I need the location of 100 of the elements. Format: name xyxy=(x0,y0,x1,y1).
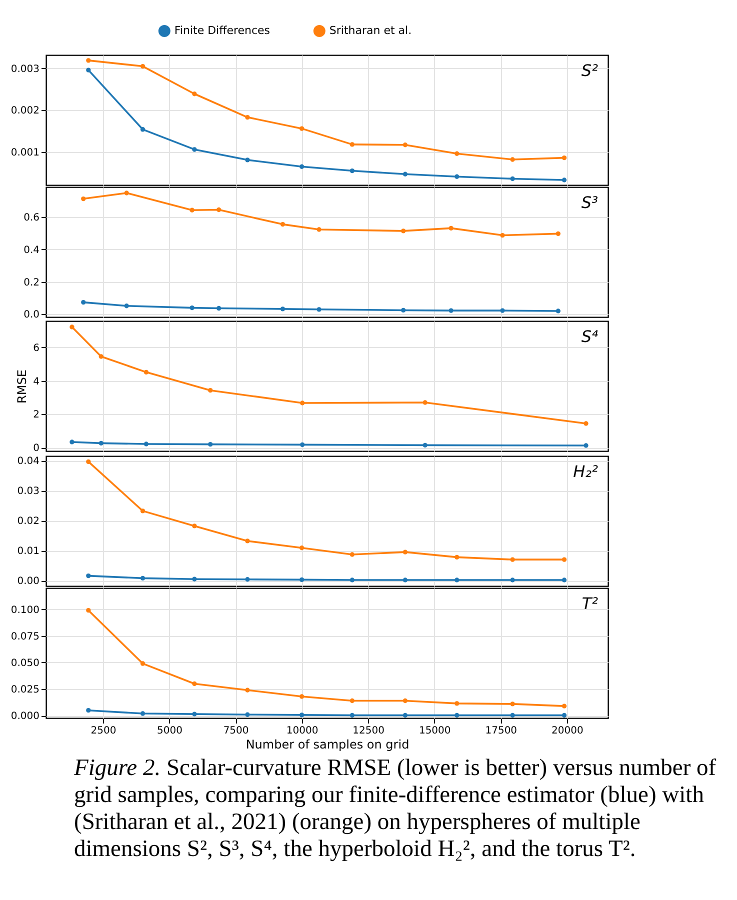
point xyxy=(562,155,567,160)
point xyxy=(144,370,149,375)
point xyxy=(454,554,460,560)
y-tick-label: 0.002 xyxy=(10,106,40,117)
y-tick-label: 2 xyxy=(33,410,40,421)
point xyxy=(192,576,197,582)
annotation: S² xyxy=(581,61,599,80)
point xyxy=(454,151,460,156)
point xyxy=(402,712,408,718)
point xyxy=(81,300,86,305)
point xyxy=(350,578,355,582)
y-tick-label: 0.000 xyxy=(10,711,40,722)
point xyxy=(144,442,149,446)
point xyxy=(280,222,286,227)
point xyxy=(350,552,355,557)
point xyxy=(448,308,454,313)
point xyxy=(124,304,129,308)
point xyxy=(562,704,567,708)
y-tick-label: 0.01 xyxy=(17,546,40,558)
point xyxy=(316,307,322,312)
point xyxy=(86,608,91,613)
y-tick-label: 0.03 xyxy=(17,486,40,498)
point xyxy=(70,440,74,444)
point xyxy=(86,68,91,72)
y-tick-label: 0 xyxy=(33,443,40,454)
point xyxy=(245,538,250,544)
point xyxy=(192,524,197,528)
y-tick-label: 0.075 xyxy=(10,631,40,642)
point xyxy=(510,712,515,718)
point xyxy=(562,557,567,562)
annotation: T² xyxy=(582,594,599,613)
legend-label: Finite Differences xyxy=(174,24,270,37)
caption: Figure 2. Scalar-curvature RMSE (lower is better) versus number of grid samples, comparing our finite-difference estimator (blue) with (Sritharan et al., 2021) (orange) on hyperspheres of multiple dimensions S², S³, S⁴, the hyperboloid H₂², and the torus T². xyxy=(74,755,718,863)
point xyxy=(300,442,305,448)
point xyxy=(299,546,304,550)
annotation: H₂² xyxy=(573,462,599,481)
point xyxy=(216,306,222,311)
point xyxy=(98,440,104,446)
point xyxy=(402,578,408,582)
y-tick-label: 0.00 xyxy=(17,576,40,588)
point xyxy=(192,681,197,686)
x-axis-title: Number of samples on grid xyxy=(246,738,410,752)
point xyxy=(350,698,355,704)
point xyxy=(245,577,250,582)
point xyxy=(422,400,428,405)
point xyxy=(208,442,213,447)
point xyxy=(562,178,567,182)
point xyxy=(510,176,515,182)
point xyxy=(316,227,322,232)
x-tick-label: 15000 xyxy=(418,726,451,736)
point xyxy=(454,712,460,718)
point xyxy=(190,208,194,212)
point xyxy=(245,158,250,162)
point xyxy=(454,701,460,706)
point xyxy=(402,698,408,704)
point xyxy=(454,578,460,582)
point xyxy=(510,557,515,562)
y-tick-label: 0.001 xyxy=(10,147,40,158)
x-tick-label: 17500 xyxy=(485,726,518,736)
point xyxy=(556,308,561,314)
y-tick-label: 0.4 xyxy=(24,244,40,256)
point xyxy=(280,306,286,312)
point xyxy=(299,712,304,718)
legend-label: Sritharan et al. xyxy=(329,24,412,37)
point xyxy=(299,694,304,699)
point xyxy=(402,142,408,148)
point xyxy=(140,64,146,69)
x-tick-label: 12500 xyxy=(352,726,384,736)
y-tick-label: 0.6 xyxy=(24,212,40,224)
y-axis-title: RMSE xyxy=(15,370,30,404)
point xyxy=(208,388,213,393)
point xyxy=(299,126,304,131)
y-tick-label: 0.050 xyxy=(10,658,40,669)
point xyxy=(402,550,408,554)
y-tick-label: 0.04 xyxy=(17,456,40,468)
y-tick-label: 0.100 xyxy=(10,604,40,616)
point xyxy=(584,421,588,426)
point xyxy=(86,708,91,713)
point xyxy=(299,164,304,169)
point xyxy=(70,324,74,330)
point xyxy=(190,305,194,310)
point xyxy=(350,142,355,147)
point xyxy=(140,127,146,132)
point xyxy=(510,702,515,706)
annotation: S³ xyxy=(581,193,598,212)
point xyxy=(140,711,146,716)
point xyxy=(98,354,104,359)
point xyxy=(245,114,250,120)
point xyxy=(562,712,567,718)
point xyxy=(124,190,129,196)
point xyxy=(299,577,304,582)
point xyxy=(556,231,561,236)
y-tick-label: 0.0 xyxy=(24,310,40,321)
point xyxy=(500,232,505,238)
point xyxy=(140,508,146,514)
point xyxy=(140,576,146,581)
point xyxy=(86,459,91,464)
y-tick-label: 0.02 xyxy=(17,516,40,528)
point xyxy=(192,92,197,96)
y-tick-label: 0.2 xyxy=(24,277,40,288)
